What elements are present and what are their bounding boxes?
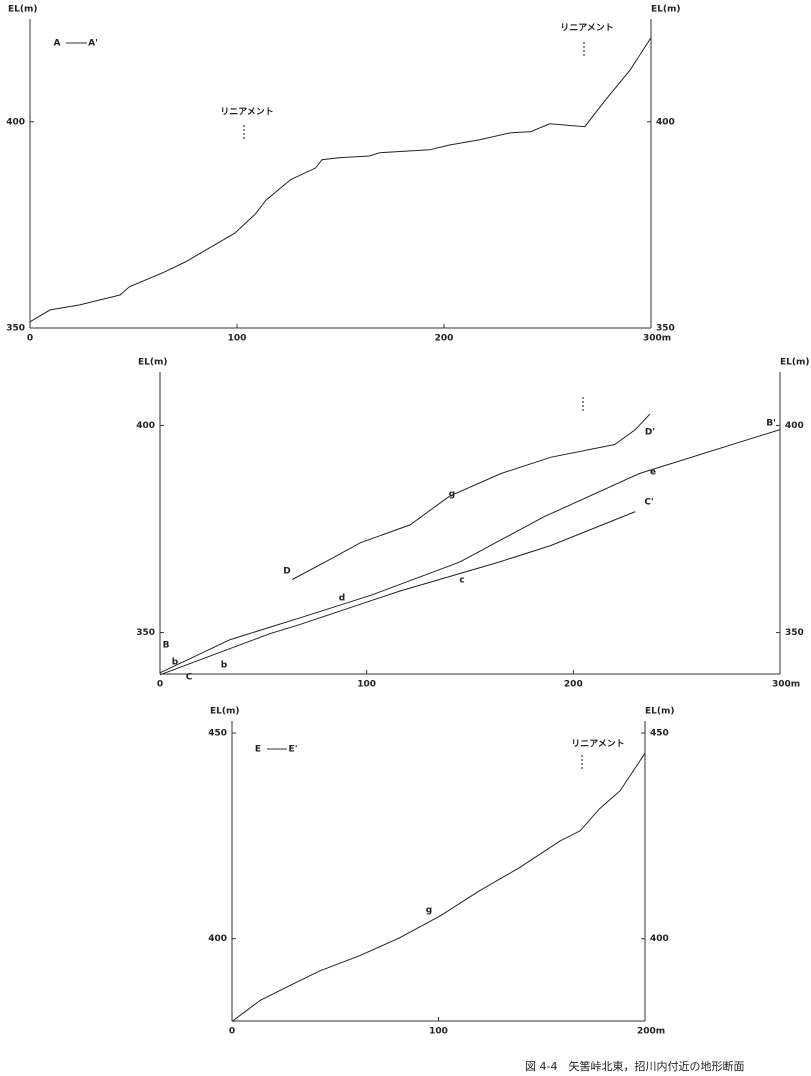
- annotation: リニアメント: [220, 107, 274, 118]
- y-axis-label: EL(m): [645, 707, 675, 717]
- x-tick-label: 0: [229, 1027, 235, 1037]
- annotation: c: [459, 576, 464, 586]
- y-tick-label: 400: [656, 117, 675, 127]
- annotation: e: [650, 468, 656, 478]
- annotation: リニアメント: [560, 23, 614, 34]
- annotation: E: [255, 745, 261, 755]
- annotation: D': [645, 428, 655, 438]
- y-axis-label: EL(m): [8, 5, 38, 15]
- y-tick-label: 400: [208, 934, 227, 944]
- y-tick-label: 350: [785, 628, 804, 638]
- y-tick-label: 350: [6, 324, 25, 334]
- annotation: C: [186, 673, 193, 683]
- y-tick-label: 400: [650, 934, 669, 944]
- annotation: d: [339, 594, 345, 604]
- x-tick-label: 200m: [637, 1027, 665, 1037]
- y-axis-label: EL(m): [651, 5, 681, 15]
- x-tick-label: 100: [228, 334, 247, 344]
- caption: 図 4-4 矢筈峠北東，招川内付近の地形断面: [525, 1059, 744, 1073]
- annotation: E': [289, 745, 298, 755]
- profile-line: [231, 752, 646, 1022]
- y-axis-label: EL(m): [780, 358, 810, 368]
- y-tick-label: 400: [785, 421, 804, 431]
- profile-line: [29, 37, 652, 323]
- y-tick-label: 400: [6, 117, 25, 127]
- y-tick-label: 450: [208, 729, 227, 739]
- x-tick-label: 200: [435, 334, 454, 344]
- profile-line: [159, 429, 781, 674]
- annotation: g: [449, 490, 455, 500]
- y-tick-label: 400: [136, 421, 155, 431]
- x-tick-label: 300m: [643, 334, 671, 344]
- y-axis-label: EL(m): [138, 358, 168, 368]
- y-tick-label: 350: [136, 628, 155, 638]
- annotation: b: [172, 658, 179, 668]
- annotation: リニアメント: [571, 739, 625, 750]
- x-tick-label: 100: [429, 1027, 448, 1037]
- profile-line: [159, 511, 636, 676]
- y-axis-label: EL(m): [210, 707, 240, 717]
- x-tick-label: 0: [27, 334, 33, 344]
- annotation: A: [54, 39, 61, 49]
- x-tick-label: 300m: [772, 680, 800, 690]
- x-tick-label: 200: [564, 680, 583, 690]
- annotation: B: [163, 641, 170, 651]
- y-tick-label: 450: [650, 729, 669, 739]
- annotation: b: [221, 661, 228, 671]
- annotation: B': [766, 419, 776, 429]
- annotation: A': [88, 39, 98, 49]
- annotation: g: [426, 906, 432, 916]
- annotation: C': [644, 498, 653, 508]
- annotation: D: [283, 567, 290, 577]
- x-tick-label: 100: [357, 680, 376, 690]
- profile-line: [292, 413, 651, 580]
- x-tick-label: 0: [157, 680, 163, 690]
- y-tick-label: 350: [656, 324, 675, 334]
